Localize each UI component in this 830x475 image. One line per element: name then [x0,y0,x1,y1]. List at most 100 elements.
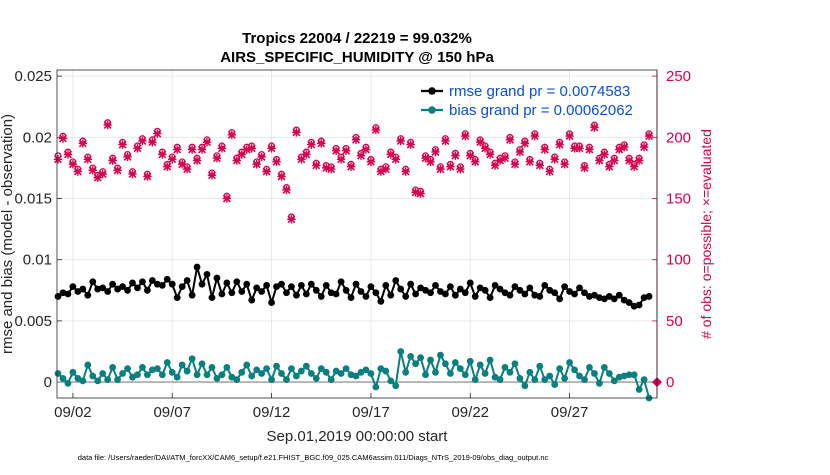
obs-evaluated-marker [456,164,465,174]
rmse-marker [148,277,156,284]
rmse-marker [392,277,400,284]
bias-marker [407,352,415,360]
rmse-marker [466,279,474,287]
rmse-marker [372,289,380,297]
obs-evaluated-marker [446,162,455,171]
bias-marker [511,360,519,368]
bias-marker [461,371,469,379]
obs-evaluated-marker [461,131,470,141]
obs-evaluated-marker [500,153,510,163]
bias-marker [635,386,643,393]
obs-evaluated-marker [471,157,480,166]
rmse-marker [412,290,420,298]
bias-marker [437,351,444,359]
rmse-marker [302,290,310,298]
obs-evaluated-marker [217,144,227,153]
obs-evaluated-marker [292,128,301,137]
obs-evaluated-marker [192,156,202,165]
obs-evaluated-marker [485,150,495,159]
x-tick-label: 09/22 [451,404,489,421]
obs-evaluated-marker [312,161,321,170]
rmse-marker [362,293,370,300]
obs-evaluated-marker [182,164,192,174]
bias-marker [322,368,330,376]
rmse-marker [143,286,151,294]
obs-evaluated-marker [520,139,530,148]
rmse-marker [64,290,72,298]
obs-evaluated-marker [431,147,440,157]
rmse-marker [571,290,578,298]
data-file-footer: data file: /Users/raeder/DAI/ATM_forcXX/… [78,453,549,462]
obs-evaluated-marker [451,151,460,160]
rmse-marker [89,278,97,286]
rmse-marker [203,270,211,278]
bias-marker [84,361,92,369]
bias-marker [506,368,514,376]
rmse-marker [223,279,231,287]
rmse-marker [446,283,454,291]
obs-evaluated-marker [535,161,544,170]
rmse-marker [322,282,330,289]
obs-evaluated-marker [257,152,266,162]
rmse-marker [288,283,295,291]
rmse-marker [486,294,494,302]
bias-marker [541,376,549,384]
obs-evaluated-marker [550,155,559,164]
bias-marker [273,362,280,370]
bias-marker [337,370,345,377]
rmse-marker [317,293,325,300]
bias-marker [422,371,429,379]
bias-marker [471,376,479,384]
obs-evaluated-marker [644,131,654,141]
obs-evaluated-marker [78,139,88,148]
obs-evaluated-marker [247,144,256,153]
bias-marker [556,365,564,373]
rmse-marker [218,290,226,298]
obs-evaluated-marker [123,152,132,162]
obs-evaluated-marker [505,135,515,144]
rmse-marker [104,288,112,295]
obs-evaluated-marker [282,185,291,195]
rmse-marker [99,284,107,292]
obs-evaluated-marker [103,120,112,130]
bias-marker [412,360,420,368]
rmse-marker [367,283,375,291]
obs-evaluated-marker [401,167,410,176]
bias-marker [600,364,608,371]
obs-evaluated-marker [232,156,242,165]
rmse-marker [337,278,345,286]
rmse-marker [551,289,559,297]
bias-marker [183,367,191,375]
obs-evaluated-marker [629,162,639,171]
obs-evaluated-marker [222,194,232,203]
bias-marker [392,382,400,390]
bias-marker [451,359,459,366]
bias-marker [581,376,588,384]
obs-evaluated-marker [595,156,604,165]
bias-marker [486,356,494,364]
obs-evaluated-marker [371,125,381,135]
bias-marker [446,370,454,377]
bias-marker [104,376,112,384]
rmse-marker [124,286,131,294]
legend: rmse grand pr = 0.0074583 bias grand pr … [421,83,633,119]
obs-evaluated-marker [480,144,490,153]
bias-marker [397,348,405,355]
bias-marker [432,368,439,376]
obs-evaluated-marker [600,150,609,159]
rmse-marker [178,283,186,291]
rmse-marker [635,301,643,309]
rmse-marker [248,296,256,304]
bias-marker [566,359,573,366]
rmse-marker [283,289,290,297]
plot-area [57,70,657,398]
rmse-marker [610,295,618,303]
bias-marker [233,376,241,384]
bias-marker [372,383,380,391]
bias-marker [218,371,226,379]
obs-evaluated-marker [108,156,117,165]
obs-evaluated-marker [202,138,212,147]
bias-marker [203,371,211,379]
rmse-marker [576,284,583,292]
